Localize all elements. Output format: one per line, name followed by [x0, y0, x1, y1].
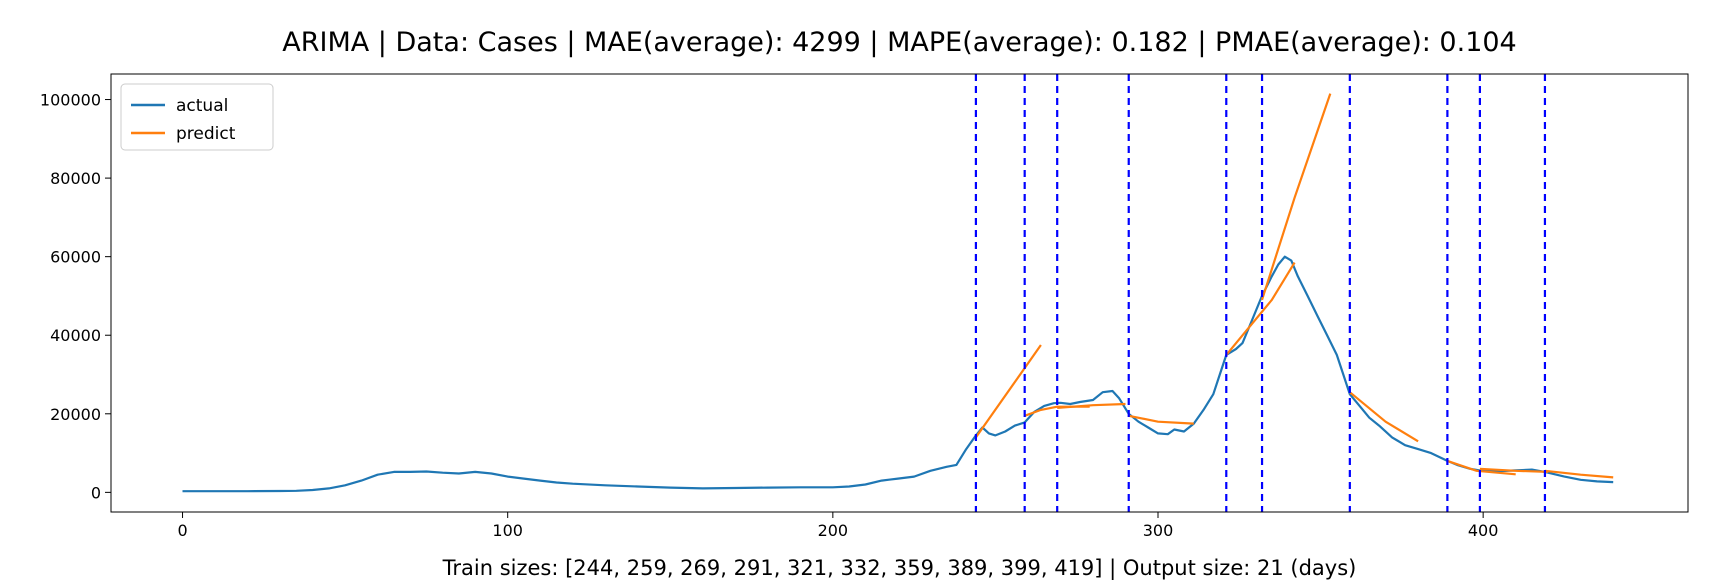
x-tick-label-400: 400 [1468, 521, 1499, 540]
plot-area: 0 100 200 300 400 0 20000 40000 60000 80000 100000… [40, 73, 1689, 540]
x-tick-label-200: 200 [818, 521, 849, 540]
series-predict-segment-7 [1349, 391, 1419, 443]
axes-frame [110, 73, 1689, 513]
x-tick-label-100: 100 [492, 521, 523, 540]
y-tick-label-20000: 20000 [50, 405, 101, 424]
x-tick-label-0: 0 [177, 521, 187, 540]
series-predict-segment-8 [1447, 459, 1516, 476]
x-tick-label-300: 300 [1143, 521, 1174, 540]
legend-label-predict: predict [176, 124, 236, 144]
y-tick-label-40000: 40000 [50, 326, 101, 345]
y-tick-label-100000: 100000 [40, 91, 101, 110]
legend: actual predict [120, 83, 274, 151]
y-tick-label-60000: 60000 [50, 248, 101, 267]
x-axis-label: Train sizes: [244, 259, 269, 291, 321, 3… [442, 556, 1357, 581]
series-predict-segment-3 [1057, 402, 1126, 409]
chart-title: ARIMA | Data: Cases | MAE(average): 4299… [282, 27, 1516, 58]
series-predict-segment-4 [1128, 414, 1194, 425]
series-predict-segment-6 [1260, 93, 1332, 301]
series-predict-segment-9 [1479, 467, 1549, 473]
legend-label-actual: actual [176, 96, 228, 116]
y-tick-label-0: 0 [91, 483, 101, 502]
y-tick-label-80000: 80000 [50, 169, 101, 188]
series-predict-segment-1 [975, 344, 1042, 439]
series-predict-segment-5 [1225, 262, 1296, 356]
series-predict-segment-10 [1544, 469, 1614, 479]
series-actual-line [182, 255, 1614, 493]
plot-content [182, 74, 1614, 512]
